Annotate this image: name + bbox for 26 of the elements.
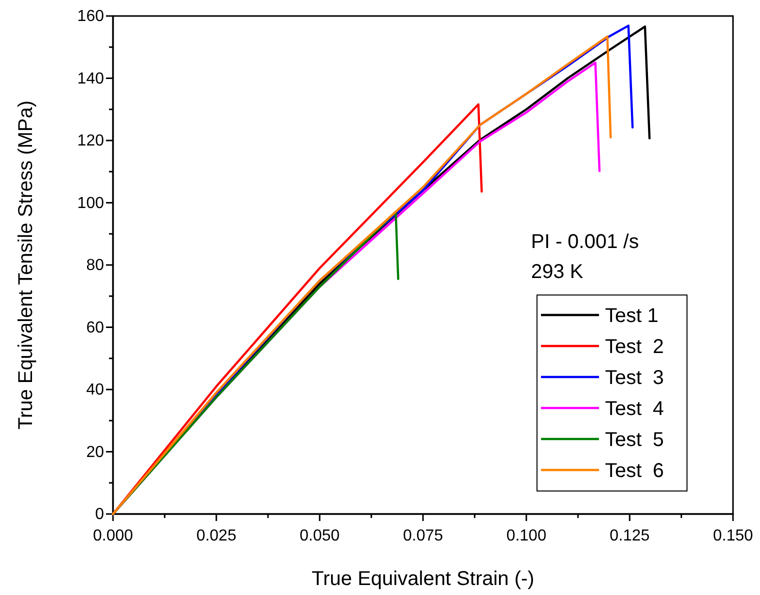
legend-label: Test 5 [605,429,664,451]
y-tick-label: 0 [95,506,104,524]
x-tick-label: 0.075 [402,528,444,545]
x-tick-label: 0.150 [712,528,754,545]
y-tick-label: 80 [86,257,104,274]
legend-label: Test 3 [605,367,664,389]
annotation: PI - 0.001 /s [531,231,639,253]
legend-label: Test 4 [605,398,664,420]
legend-label: Test 1 [605,305,658,327]
y-tick-label: 100 [77,194,104,212]
annotation: 293 K [531,261,584,283]
x-axis-title: True Equivalent Strain (-) [312,568,534,590]
y-tick-label: 140 [77,70,104,88]
legend-label: Test 6 [605,460,664,482]
y-tick-label: 160 [77,8,104,26]
y-tick-label: 120 [77,132,104,150]
x-tick-label: 0.000 [92,528,134,545]
y-tick-label: 60 [86,319,104,336]
y-tick-label: 40 [86,382,104,399]
legend-label: Test 2 [605,336,664,358]
x-tick-label: 0.100 [506,528,546,545]
x-tick-label: 0.125 [610,528,650,545]
y-tick-label: 20 [86,444,104,461]
x-tick-label: 0.025 [196,528,236,545]
y-axis-title: True Equivalent Tensile Stress (MPa) [15,100,37,430]
x-tick-label: 0.050 [300,528,340,545]
